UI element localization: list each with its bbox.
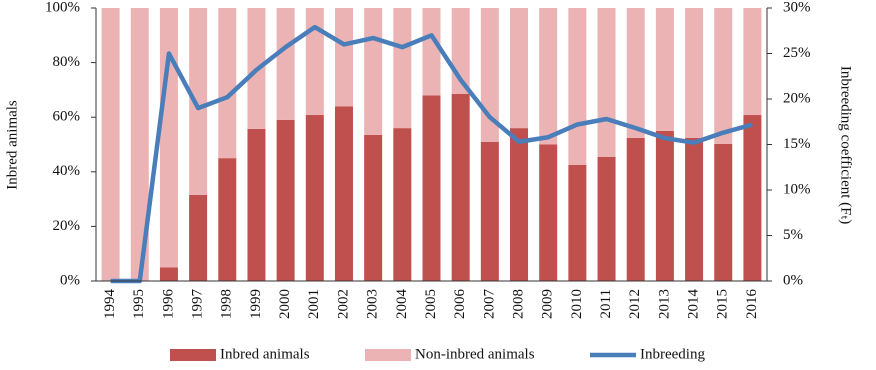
- bar: [159, 267, 178, 281]
- bar: [189, 195, 208, 281]
- line: [110, 24, 754, 284]
- bar: [159, 8, 178, 268]
- x-tick-label: 2002: [335, 289, 351, 319]
- y-axis-title: Inbred animals: [4, 100, 20, 190]
- bar: [189, 8, 208, 196]
- bar: [655, 8, 674, 131]
- bar: [655, 130, 674, 281]
- x-tick-label: 2009: [540, 289, 556, 319]
- bar: [364, 134, 383, 281]
- bar: [743, 115, 762, 282]
- bar: [685, 137, 704, 281]
- bar: [101, 8, 120, 281]
- y-tick-label: 20%: [53, 218, 81, 234]
- x-tick-label: 2003: [365, 289, 381, 319]
- y-tick-label: 0%: [60, 272, 80, 288]
- bar: [626, 137, 645, 281]
- x-tick-label: 1996: [160, 289, 176, 320]
- x-tick-label: 2012: [627, 289, 643, 319]
- y2-tick-label: 25%: [783, 45, 811, 61]
- legend-label: Non-inbred animals: [415, 346, 535, 362]
- bar: [364, 8, 383, 135]
- bar: [714, 143, 733, 281]
- bar: [130, 8, 149, 281]
- y2-tick-label: 30%: [783, 0, 811, 15]
- y-tick-label: 100%: [45, 0, 80, 15]
- bar: [685, 8, 704, 138]
- x-tick-label: 2007: [481, 289, 497, 320]
- x-tick-label: 2001: [306, 289, 322, 319]
- bar: [568, 164, 587, 281]
- y2-tick-label: 10%: [783, 181, 811, 197]
- y2-axis-title: Inbreeding coefficient (Fₜ): [838, 66, 854, 224]
- bar: [247, 128, 266, 281]
- x-tick-label: 1997: [190, 289, 206, 320]
- bar: [334, 8, 353, 107]
- x-tick-label: 2011: [598, 289, 614, 318]
- bar: [597, 8, 616, 157]
- x-tick-label: 2014: [686, 289, 702, 320]
- bar: [393, 8, 412, 129]
- bar: [218, 8, 237, 159]
- y-tick-label: 80%: [53, 54, 81, 70]
- bar: [218, 158, 237, 281]
- x-tick-label: 1995: [131, 289, 147, 319]
- y2-tick-label: 15%: [783, 136, 811, 152]
- y2-tick-label: 5%: [783, 227, 803, 243]
- bar: [714, 8, 733, 144]
- bar: [743, 8, 762, 116]
- bar: [422, 95, 441, 281]
- bar: [451, 93, 470, 282]
- bar: [510, 128, 529, 281]
- bar: [393, 128, 412, 281]
- bar: [568, 8, 587, 165]
- bar: [334, 106, 353, 281]
- x-tick-label: 2008: [510, 289, 526, 319]
- x-tick-label: 2000: [277, 289, 293, 319]
- legend-label: Inbreeding: [640, 346, 705, 362]
- y2-tick-label: 20%: [783, 90, 811, 106]
- bar: [626, 8, 645, 138]
- bar: [305, 115, 324, 282]
- legend-swatch: [170, 349, 216, 361]
- bar: [510, 8, 529, 129]
- x-tick-label: 2005: [423, 289, 439, 319]
- bar: [539, 144, 558, 281]
- x-tick-label: 1999: [248, 289, 264, 319]
- y-tick-label: 40%: [53, 163, 81, 179]
- x-tick-label: 2006: [452, 289, 468, 320]
- bar: [276, 8, 295, 120]
- x-tick-label: 1998: [219, 289, 235, 319]
- y2-tick-label: 0%: [783, 272, 803, 288]
- bar: [480, 141, 499, 281]
- x-tick-label: 2015: [715, 289, 731, 319]
- legend-swatch: [365, 349, 411, 361]
- x-tick-label: 2004: [394, 289, 410, 320]
- bar: [597, 156, 616, 281]
- x-tick-label: 1994: [102, 289, 118, 320]
- bar: [276, 119, 295, 282]
- x-tick-label: 2016: [744, 289, 760, 320]
- legend-label: Inbred animals: [220, 346, 310, 362]
- bar: [422, 8, 441, 96]
- x-tick-label: 2010: [569, 289, 585, 319]
- x-tick-label: 2013: [656, 289, 672, 319]
- bar: [305, 8, 324, 116]
- y-tick-label: 60%: [53, 109, 81, 125]
- bar: [539, 8, 558, 145]
